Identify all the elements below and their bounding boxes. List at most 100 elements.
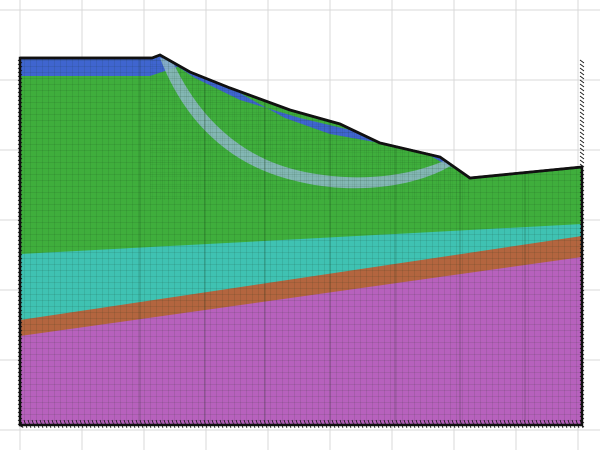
support-tick (291, 419, 296, 429)
support-tick (555, 419, 560, 429)
support-tick (243, 419, 248, 429)
support-tick (155, 419, 160, 429)
support-tick (31, 419, 36, 429)
support-tick (17, 267, 23, 272)
support-tick (267, 419, 272, 429)
support-tick (17, 319, 23, 324)
support-tick (17, 423, 23, 428)
support-tick (17, 127, 23, 132)
support-tick (547, 419, 552, 429)
support-tick (17, 227, 23, 232)
support-tick (579, 291, 585, 296)
support-tick (207, 419, 212, 429)
support-tick (579, 127, 585, 132)
support-tick (579, 411, 585, 416)
support-tick (303, 419, 308, 429)
support-tick (543, 419, 548, 429)
support-tick (363, 419, 368, 429)
support-tick (17, 391, 23, 396)
support-tick (579, 155, 585, 160)
support-tick (347, 419, 352, 429)
support-tick (215, 419, 220, 429)
support-tick (17, 223, 23, 228)
support-tick (111, 419, 116, 429)
support-tick (483, 419, 488, 429)
support-tick (579, 267, 585, 272)
support-tick (17, 99, 23, 104)
support-tick (17, 139, 23, 144)
support-tick (17, 123, 23, 128)
support-tick (183, 419, 188, 429)
support-tick (17, 143, 23, 148)
support-tick (17, 371, 23, 376)
support-tick (27, 419, 32, 429)
support-tick (579, 259, 585, 264)
support-tick (579, 239, 585, 244)
support-tick (579, 143, 585, 148)
support-tick (17, 63, 23, 68)
support-tick (579, 399, 585, 404)
support-tick (17, 179, 23, 184)
support-tick (17, 347, 23, 352)
support-tick (17, 395, 23, 400)
support-tick (17, 359, 23, 364)
support-tick (579, 175, 585, 180)
ground-surface-line (20, 53, 583, 180)
support-tick (387, 419, 392, 429)
support-tick (579, 403, 585, 408)
support-tick (579, 191, 585, 196)
support-tick (539, 419, 544, 429)
support-tick (579, 295, 585, 300)
support-tick (375, 419, 380, 429)
support-tick (579, 195, 585, 200)
support-tick (579, 103, 585, 108)
support-tick (219, 419, 224, 429)
support-tick (17, 259, 23, 264)
support-tick (17, 367, 23, 372)
support-tick (223, 419, 228, 429)
support-tick (579, 327, 585, 332)
support-tick (17, 71, 23, 76)
support-tick (579, 355, 585, 360)
support-tick (579, 351, 585, 356)
support-tick (203, 419, 208, 429)
support-tick (407, 419, 412, 429)
support-tick (17, 379, 23, 384)
support-tick (567, 419, 572, 429)
support-tick (17, 399, 23, 404)
support-tick (59, 419, 64, 429)
support-tick (17, 407, 23, 412)
support-tick (17, 303, 23, 308)
support-tick (579, 383, 585, 388)
support-tick (17, 167, 23, 172)
support-tick (17, 159, 23, 164)
support-tick (579, 187, 585, 192)
support-tick (463, 419, 468, 429)
support-tick (579, 179, 585, 184)
support-tick (519, 419, 524, 429)
support-tick (323, 419, 328, 429)
support-tick (579, 315, 585, 320)
support-tick (17, 255, 23, 260)
support-tick (159, 419, 164, 429)
support-tick (17, 291, 23, 296)
support-tick (579, 135, 585, 140)
support-tick (579, 123, 585, 128)
support-tick (91, 419, 96, 429)
support-tick (23, 419, 28, 429)
support-tick (427, 419, 432, 429)
support-tick (35, 419, 40, 429)
support-tick (451, 419, 456, 429)
support-tick (17, 75, 23, 80)
support-tick (371, 419, 376, 429)
support-tick (279, 419, 284, 429)
support-tick (579, 251, 585, 256)
support-tick (17, 87, 23, 92)
base-boundary-supports (17, 59, 585, 429)
support-tick (579, 391, 585, 396)
support-tick (135, 419, 140, 429)
support-tick (579, 183, 585, 188)
support-tick (579, 99, 585, 104)
support-tick (579, 419, 584, 429)
support-tick (579, 279, 585, 284)
